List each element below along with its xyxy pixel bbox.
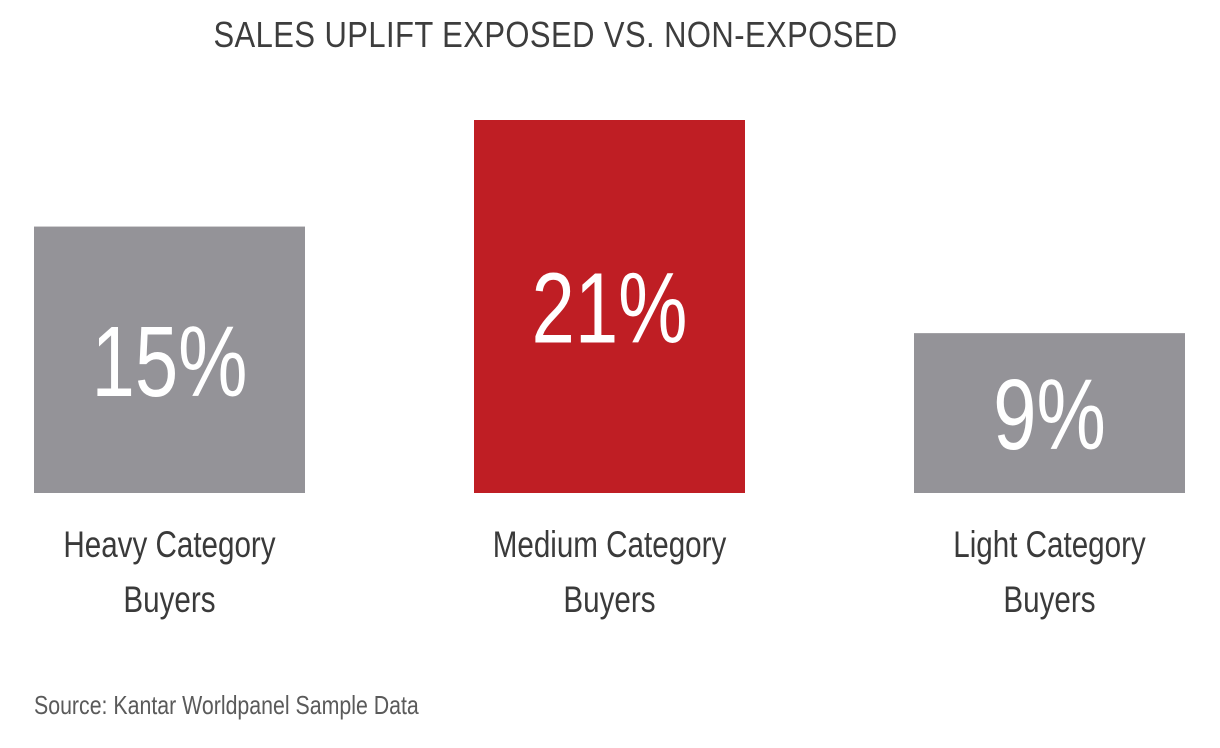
bar-2	[474, 120, 745, 493]
bar-value-label-2: 21%	[531, 253, 687, 365]
source-note: Source: Kantar Worldpanel Sample Data	[34, 690, 419, 720]
category-label-1-line-1: Heavy Category	[63, 525, 275, 566]
bar-1	[34, 226, 305, 494]
category-label-3-line-1: Light Category	[953, 525, 1146, 566]
bar-value-label-3: 9%	[993, 360, 1106, 472]
bar-3	[914, 333, 1185, 493]
category-label-2-line-1: Medium Category	[493, 525, 727, 566]
category-label-1-line-2: Buyers	[123, 580, 215, 621]
category-label-3-line-2: Buyers	[1003, 580, 1095, 621]
bar-value-label-1: 15%	[91, 307, 247, 419]
chart-title: SALES UPLIFT EXPOSED VS. NON-EXPOSED	[213, 14, 898, 55]
category-label-2-line-2: Buyers	[563, 580, 655, 621]
